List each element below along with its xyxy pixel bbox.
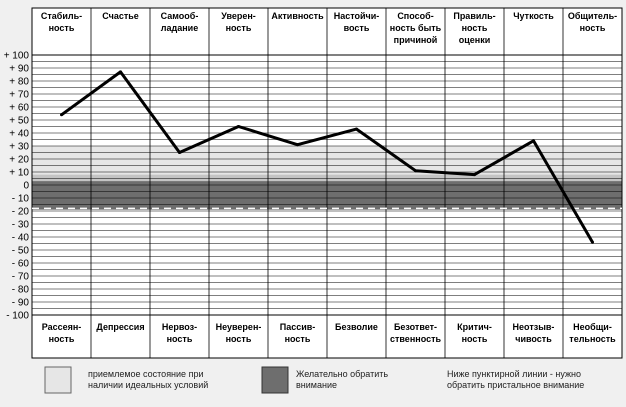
y-tick-label: - 60 (12, 259, 30, 270)
y-tick-label: + 10 (9, 168, 29, 179)
series-point (237, 125, 240, 128)
legend-swatch-attention (261, 366, 289, 394)
y-tick-label: + 40 (9, 129, 29, 140)
y-tick-label: - 50 (12, 246, 30, 257)
series-point (355, 127, 358, 131)
top-label: Общитель-ность (568, 11, 617, 33)
y-tick-label: - 70 (12, 272, 30, 283)
bottom-label: Неотзыв-чивость (513, 322, 555, 344)
series-point (178, 151, 181, 154)
series-point (473, 173, 476, 177)
bottom-label: Критич-ность (457, 322, 492, 344)
bottom-label: Безволие (335, 322, 378, 332)
legend-text-dashed-line: Ниже пунктирной линии - нужно обратить п… (447, 369, 584, 390)
y-tick-label: - 20 (12, 207, 30, 218)
plot-frame (31, 54, 623, 316)
top-label: Способ-ность быть причиной (390, 11, 442, 45)
series-point (591, 240, 594, 244)
top-label: Уверен-ность (221, 11, 256, 33)
y-tick-label: + 90 (9, 64, 29, 75)
y-tick-label: + 80 (9, 77, 29, 88)
bottom-label: Неуверен-ность (216, 322, 262, 344)
bottom-label: Безответ-ственность (390, 322, 441, 344)
bottom-label: Рассеян-ность (42, 322, 82, 344)
y-tick-label: - 90 (12, 298, 30, 309)
legend-swatch-acceptable (44, 366, 72, 394)
series-point (296, 143, 299, 147)
top-label: Настойчи-вость (334, 11, 380, 33)
series-point (60, 113, 63, 117)
bottom-label: Нервоз-ность (162, 322, 197, 344)
series-point (119, 70, 122, 74)
y-tick-label: - 40 (12, 233, 30, 244)
series-line (60, 70, 594, 243)
top-label: Правиль-ность оценки (453, 11, 495, 45)
y-tick-label: + 30 (9, 142, 29, 153)
top-label: Чуткость (513, 11, 554, 21)
top-label: Счастье (102, 11, 139, 21)
y-tick-label: - 10 (12, 194, 30, 205)
y-tick-label: - 80 (12, 285, 30, 296)
series-point (414, 169, 417, 173)
y-tick-label: + 100 (4, 51, 30, 62)
series-point (532, 139, 535, 143)
top-label: Самооб-ладание (161, 11, 199, 33)
y-tick-label: 0 (23, 181, 29, 192)
top-label: Стабиль-ность (41, 11, 82, 33)
y-tick-label: + 20 (9, 155, 29, 166)
bottom-label: Необщи-тельность (569, 322, 616, 344)
y-tick-label: + 60 (9, 103, 29, 114)
legend-text-attention: Желательно обратить внимание (296, 369, 391, 390)
bottom-label: Пассив-ность (280, 322, 316, 344)
y-tick-label: - 100 (6, 311, 29, 322)
y-tick-label: - 30 (12, 220, 30, 231)
y-tick-label: + 50 (9, 116, 29, 127)
top-label: Активность (271, 11, 324, 21)
y-tick-label: + 70 (9, 90, 29, 101)
bottom-label: Депрессия (96, 322, 144, 332)
legend-text-acceptable: приемлемое состояние при наличии идеальн… (88, 369, 208, 390)
